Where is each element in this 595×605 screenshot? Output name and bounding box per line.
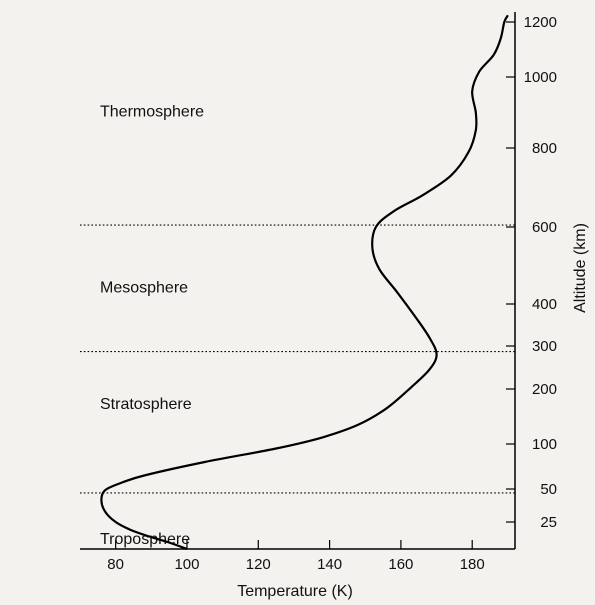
layer-label-stratosphere: Stratosphere (100, 396, 192, 413)
x-ticks: 80 100 120 140 160 180 (107, 540, 485, 573)
y-tick-label: 200 (532, 381, 557, 398)
y-tick-label: 800 (532, 140, 557, 157)
y-axis-title: Altitude (km) (572, 223, 589, 313)
x-tick-label: 160 (388, 556, 413, 573)
y-tick-label: 400 (532, 296, 557, 313)
x-tick-label: 100 (174, 556, 199, 573)
y-tick-label: 25 (540, 514, 557, 531)
layer-label-troposphere: Troposphere (100, 531, 190, 548)
y-ticks: 25 50 100 200 300 400 600 800 1000 1200 (506, 14, 557, 531)
temperature-profile-line (100, 14, 509, 551)
y-tick-label: 1200 (524, 14, 557, 31)
layer-label-mesosphere: Mesosphere (100, 280, 188, 297)
layer-labels: Thermosphere Mesosphere Stratosphere Tropos… (100, 104, 204, 548)
layer-boundaries (80, 224, 515, 494)
x-tick-label: 140 (317, 556, 342, 573)
x-tick-label: 80 (107, 556, 124, 573)
y-tick-label: 100 (532, 436, 557, 453)
x-tick-label: 180 (460, 556, 485, 573)
x-axis-title: Temperature (K) (237, 583, 353, 600)
y-tick-label: 300 (532, 338, 557, 355)
layer-label-thermosphere: Thermosphere (100, 104, 204, 121)
y-tick-label: 50 (540, 481, 557, 498)
x-tick-label: 120 (246, 556, 271, 573)
y-tick-label: 600 (532, 219, 557, 236)
y-tick-label: 1000 (524, 69, 557, 86)
